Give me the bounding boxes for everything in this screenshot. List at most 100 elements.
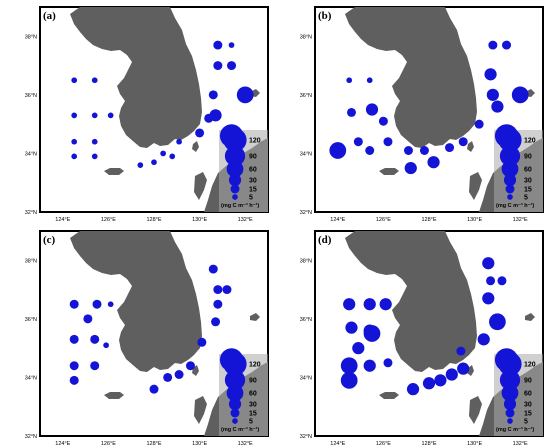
station-bubble: [406, 383, 420, 396]
legend-bubble: [223, 352, 247, 376]
station-bubble: [107, 301, 114, 308]
station-bubble: [488, 40, 498, 50]
station-bubble: [340, 371, 358, 389]
legend-label: 15: [524, 411, 532, 418]
lon-tick-label: 130°E: [192, 441, 207, 447]
map-panel-d: 120 90 60 30 15 5 (mg C m⁻³ h⁻¹) 124°E 126°E 128°…: [275, 224, 550, 448]
legend-bubble: [498, 352, 522, 376]
legend-bubble: [224, 145, 246, 167]
station-bubble: [185, 361, 195, 371]
map-panel-b: 120 90 60 30 15 5 (mg C m⁻³ h⁻¹) 124°E 126°E 128°…: [275, 0, 550, 224]
lat-tick-label: 36°N: [25, 317, 37, 323]
station-bubble: [329, 142, 347, 159]
legend-bubble: [224, 369, 246, 391]
lon-tick-label: 128°E: [421, 217, 436, 223]
station-bubble: [404, 161, 417, 175]
station-bubble: [427, 156, 440, 169]
station-bubble: [365, 146, 375, 155]
station-bubble: [211, 317, 221, 327]
station-bubble: [486, 88, 499, 101]
station-bubble: [474, 119, 484, 129]
station-bubble: [195, 128, 205, 138]
legend-label: 90: [524, 378, 532, 385]
legend-bubble: [230, 408, 240, 418]
station-bubble: [103, 342, 109, 349]
legend-label: 90: [249, 378, 257, 385]
lon-tick-label: 124°E: [330, 441, 345, 447]
station-bubble: [197, 337, 207, 347]
station-bubble: [379, 298, 392, 311]
island: [194, 172, 207, 200]
station-bubble: [352, 342, 365, 355]
station-bubble: [497, 276, 507, 286]
station-bubble: [340, 357, 358, 375]
map-svg: 120 90 60 30 155(mg C m⁻³ h⁻¹) 124°E 126°E 128°…: [300, 230, 544, 447]
legend-bubble: [226, 384, 244, 402]
legend-bubble: [232, 194, 238, 200]
lat-tick-label: 32°N: [25, 434, 37, 440]
panel-label: (b): [318, 10, 332, 22]
station-bubble: [445, 368, 458, 381]
legend-bubble: [505, 408, 515, 418]
station-bubble: [176, 138, 182, 145]
island: [104, 168, 124, 175]
lon-tick-label: 124°E: [330, 217, 345, 223]
lon-tick-label: 128°E: [146, 217, 161, 223]
legend-bubble: [228, 397, 242, 411]
legend-label: 120: [524, 138, 536, 145]
lat-tick-label: 38°N: [300, 258, 312, 264]
station-bubble: [346, 107, 356, 117]
lon-tick-label: 132°E: [513, 441, 528, 447]
legend-bubble: [503, 173, 517, 187]
station-bubble: [366, 77, 373, 84]
legend-unit: (mg C m⁻³ h⁻¹): [496, 202, 534, 209]
station-bubble: [422, 377, 436, 390]
lat-tick-label: 34°N: [300, 151, 312, 157]
legend-label: 30: [524, 178, 532, 185]
legend-label: 90: [524, 154, 532, 161]
station-bubble: [489, 313, 506, 331]
station-bubble: [419, 146, 429, 155]
map-panel-a: 120 90 60 30 15 5 (mg C m⁻³ h⁻¹) 124°E 126°E 128°…: [0, 0, 275, 224]
lon-tick-label: 126°E: [376, 441, 391, 447]
station-bubble: [71, 112, 78, 119]
station-bubble: [345, 321, 358, 334]
lon-tick-label: 126°E: [101, 217, 116, 223]
panel-label: (c): [43, 234, 56, 246]
station-bubble: [174, 370, 184, 379]
station-bubble: [137, 162, 144, 168]
korea-landmass: [345, 7, 477, 148]
lon-tick-label: 132°E: [238, 217, 253, 223]
station-bubble: [163, 372, 173, 382]
map-svg: 120 90 60 30 155(mg C m⁻³ h⁻¹) 124°E 126°E 128°…: [25, 6, 269, 223]
korea-landmass: [345, 231, 477, 372]
lon-tick-label: 130°E: [467, 441, 482, 447]
lon-tick-label: 128°E: [421, 441, 436, 447]
korea-landmass: [70, 7, 202, 148]
legend-unit: (mg C m⁻³ h⁻¹): [221, 426, 259, 433]
legend-label: 60: [524, 391, 532, 398]
station-bubble: [363, 359, 376, 372]
legend-label: 5: [249, 195, 253, 202]
station-bubble: [91, 153, 98, 160]
korea-landmass: [70, 231, 202, 372]
station-bubble: [403, 146, 413, 155]
island: [250, 313, 260, 321]
island: [379, 168, 399, 175]
station-bubble: [222, 285, 232, 295]
station-bubble: [482, 292, 495, 305]
map-svg: 120 90 60 30 155(mg C m⁻³ h⁻¹) 124°E 126°E 128°…: [300, 6, 544, 223]
lat-tick-label: 34°N: [25, 151, 37, 157]
station-bubble: [91, 112, 98, 119]
station-bubble: [107, 112, 114, 119]
legend-label: 60: [249, 167, 257, 174]
station-bubble: [213, 299, 223, 309]
legend-label: 5: [249, 419, 253, 426]
lon-tick-label: 124°E: [55, 217, 70, 223]
island: [467, 141, 474, 152]
lat-tick-label: 38°N: [300, 34, 312, 40]
lon-tick-label: 128°E: [146, 441, 161, 447]
legend-bubble: [507, 418, 513, 424]
island: [379, 392, 399, 399]
legend-bubble: [505, 184, 515, 194]
